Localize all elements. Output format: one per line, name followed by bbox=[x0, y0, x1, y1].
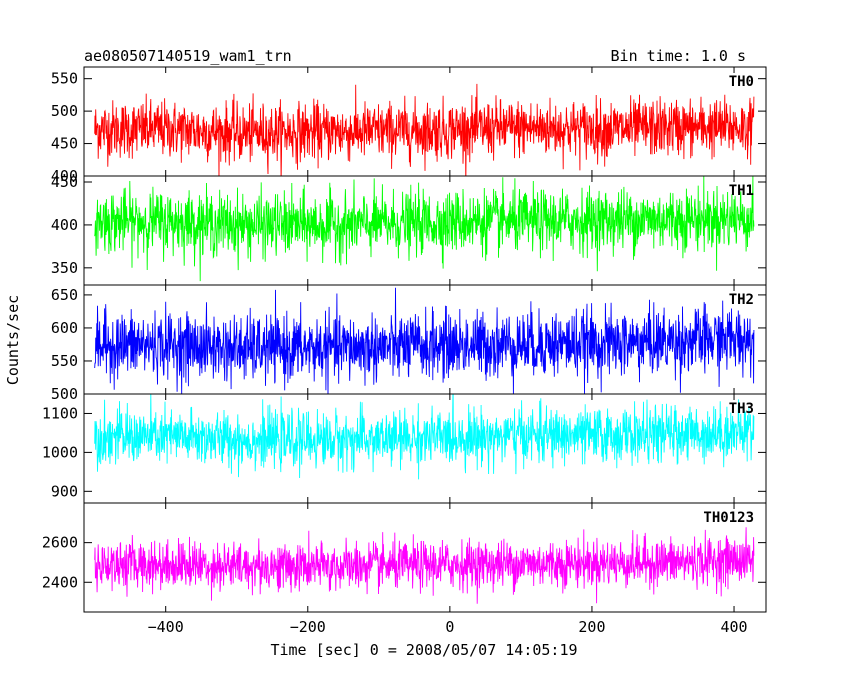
series-line-th2 bbox=[94, 287, 755, 394]
x-tick-label: −400 bbox=[148, 618, 184, 636]
x-tick-label: 200 bbox=[578, 618, 605, 636]
y-tick-label: 500 bbox=[51, 385, 78, 403]
panel-th0123: 2400 2600 TH0123 bbox=[42, 502, 767, 613]
y-tick-label: 400 bbox=[51, 167, 78, 185]
panel-frame bbox=[83, 502, 767, 613]
chart-title: ae080507140519_wam1_trn bbox=[84, 47, 292, 65]
x-tick-label: −200 bbox=[290, 618, 326, 636]
x-tick-label: 400 bbox=[720, 618, 747, 636]
bin-time-label: Bin time: 1.0 s bbox=[611, 47, 746, 65]
y-tick-label: 500 bbox=[51, 102, 78, 120]
series-line-th1 bbox=[94, 176, 755, 282]
x-axis-title: Time [sec] 0 = 2008/05/07 14:05:19 bbox=[270, 641, 577, 659]
y-tick-label: 2400 bbox=[42, 573, 78, 591]
y-tick-label: 1100 bbox=[42, 404, 78, 422]
y-tick-label: 900 bbox=[51, 482, 78, 500]
panel-label: TH1 bbox=[729, 183, 754, 199]
y-tick-label: 450 bbox=[51, 173, 78, 191]
x-axis: −400 −200 0 200 400 bbox=[148, 618, 748, 636]
y-tick-label: 550 bbox=[51, 70, 78, 88]
x-tick-label: 0 bbox=[445, 618, 454, 636]
y-tick-label: 600 bbox=[51, 319, 78, 337]
series-line-th0123 bbox=[94, 527, 755, 604]
y-tick-label: 2600 bbox=[42, 534, 78, 552]
y-tick-label: 550 bbox=[51, 352, 78, 370]
panel-label: TH0 bbox=[729, 74, 754, 90]
y-axis-title: Counts/sec bbox=[4, 295, 22, 385]
series-line-th3 bbox=[94, 394, 755, 480]
y-tick-label: 350 bbox=[51, 259, 78, 277]
y-tick-label: 400 bbox=[51, 216, 78, 234]
panel-th1: 350 400 450 TH1 bbox=[51, 173, 767, 286]
y-tick-label: 450 bbox=[51, 135, 78, 153]
panel-th2: 500 550 600 650 TH2 bbox=[51, 284, 767, 403]
panel-label: TH2 bbox=[729, 292, 754, 308]
y-tick-label: 650 bbox=[51, 286, 78, 304]
panel-label: TH3 bbox=[729, 401, 754, 417]
panel-label: TH0123 bbox=[703, 510, 754, 526]
y-tick-label: 1000 bbox=[42, 443, 78, 461]
series-line-th0 bbox=[94, 83, 755, 176]
panel-th0: 400 450 500 550 TH0 bbox=[51, 66, 767, 185]
panel-th3: 900 1000 1100 TH3 bbox=[42, 393, 767, 504]
